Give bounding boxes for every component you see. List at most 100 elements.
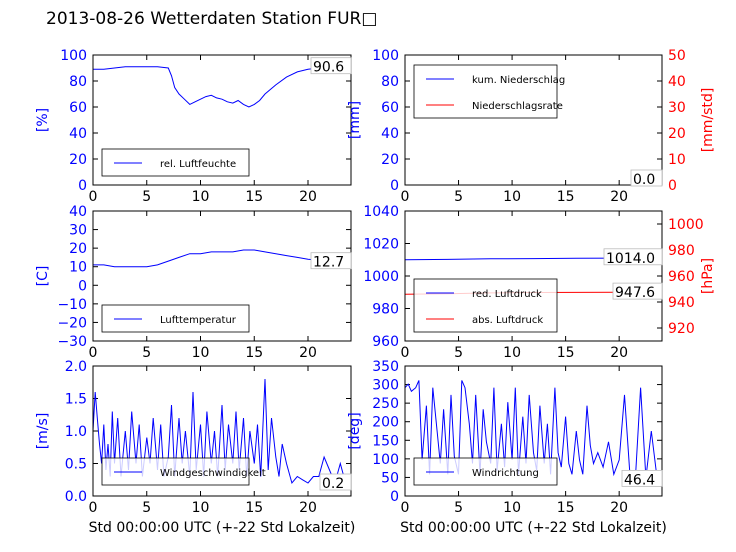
- legend-box: [413, 64, 558, 119]
- last-value-label: 0.2: [322, 476, 344, 492]
- legend-label: red. Luftdruck: [472, 289, 542, 300]
- y-tick-label: 80: [69, 74, 87, 90]
- plot-frame: [92, 54, 352, 186]
- x-tick-label: 5: [454, 189, 463, 205]
- y-tick-label: 40: [69, 126, 87, 142]
- legend-label: Niederschlagsrate: [472, 101, 563, 112]
- panel-wind-speed: 0 5 10 15 20 0.0 0.5 1.0 1.5 2.0 [m/s] Std 00:00:00…: [35, 359, 355, 536]
- value-label-box: [319, 473, 352, 491]
- last-value-label: 947.6: [615, 285, 655, 301]
- x-tick-label: 5: [454, 500, 463, 516]
- y-tick-label: 100: [372, 48, 399, 64]
- plot-frame: [404, 210, 663, 342]
- y-tick-label: 300: [372, 378, 399, 394]
- last-value-label: 46.4: [624, 472, 655, 488]
- legend-label: Lufttemperatur: [160, 315, 237, 326]
- y-tick-label: 0: [390, 489, 399, 505]
- x-tick-label: 20: [299, 345, 317, 361]
- x-tick-label: 5: [142, 345, 151, 361]
- panel-precip: 0 5 10 15 20 0 20 40 60 80 100 0 10 20 30 40 50 [mm] [mm/s…: [347, 48, 716, 205]
- y-axis-label: [C]: [35, 266, 51, 287]
- x-tick-label: 10: [192, 189, 210, 205]
- y-tick-label: 40: [381, 126, 399, 142]
- y-tick-label: 40: [69, 204, 87, 220]
- last-value-label: 12.7: [313, 255, 344, 271]
- value-label-box: [603, 248, 663, 266]
- y-tick-label: 0.0: [65, 489, 87, 505]
- y-tick-label-right: 30: [668, 100, 686, 116]
- y-axis-label: [%]: [35, 108, 51, 132]
- y-tick-label: 960: [372, 334, 399, 350]
- y-tick-label: 100: [372, 452, 399, 468]
- x-tick-label: 0: [89, 345, 98, 361]
- x-tick-label: 0: [89, 189, 98, 205]
- y-tick-label-right: 1000: [668, 217, 704, 233]
- x-axis-label: Std 00:00:00 UTC (+-22 Std Lokalzeit): [400, 520, 667, 536]
- last-value-label: 0.0: [633, 172, 655, 188]
- y-tick-label: 2.0: [65, 359, 87, 375]
- x-tick-label: 15: [245, 500, 263, 516]
- y-tick-label: 0.5: [65, 457, 87, 473]
- x-tick-label: 20: [299, 500, 317, 516]
- y-tick-label: 1040: [363, 204, 399, 220]
- y-tick-label: 0: [78, 178, 87, 194]
- y-tick-label-right: 920: [668, 321, 695, 337]
- y-tick-label-right: 960: [668, 269, 695, 285]
- x-tick-label: 0: [401, 500, 410, 516]
- value-label-box: [310, 252, 352, 270]
- y-tick-label: 50: [381, 470, 399, 486]
- y-tick-label: 200: [372, 415, 399, 431]
- y-tick-label: 10: [69, 260, 87, 276]
- value-label-box: [612, 282, 663, 300]
- x-tick-label: 10: [503, 345, 521, 361]
- plot-frame: [404, 365, 663, 497]
- legend-label: Windrichtung: [472, 468, 539, 479]
- y-tick-label: −10: [57, 297, 87, 313]
- last-value-label: 1014.0: [606, 251, 655, 267]
- x-tick-label: 5: [142, 189, 151, 205]
- legend-box: [413, 278, 558, 333]
- x-tick-label: 15: [557, 345, 575, 361]
- y-tick-label: 30: [69, 223, 87, 239]
- plot-frame: [92, 365, 352, 497]
- y-axis-label-right: [hPa]: [700, 258, 716, 294]
- y-tick-label: −30: [57, 334, 87, 350]
- x-tick-label: 0: [89, 500, 98, 516]
- panel-temperature: 0 5 10 15 20 −30 −20 −10 0 10 20 30 40 [C] Lufttempera…: [35, 204, 352, 361]
- y-tick-label: 1020: [363, 237, 399, 253]
- y-tick-label: 20: [381, 152, 399, 168]
- last-value-label: 90.6: [313, 60, 344, 76]
- x-tick-label: 10: [192, 345, 210, 361]
- y-axis-label: [mm]: [347, 101, 363, 139]
- series-line-windrichtung: [405, 380, 662, 484]
- y-tick-label-right: 50: [668, 48, 686, 64]
- x-tick-label: 15: [245, 189, 263, 205]
- plot-frame: [92, 210, 352, 342]
- y-tick-label: 150: [372, 433, 399, 449]
- x-tick-label: 20: [299, 189, 317, 205]
- x-tick-label: 15: [557, 500, 575, 516]
- series-line-lufttemperatur: [93, 249, 351, 268]
- figure-title: 2013-08-26 Wetterdaten Station FUR□: [46, 9, 378, 29]
- y-tick-label: 1000: [363, 269, 399, 285]
- legend-label: Windgeschwindigkeit: [160, 468, 266, 479]
- y-tick-label: 100: [60, 48, 87, 64]
- y-tick-label: 20: [69, 241, 87, 257]
- value-label-box: [310, 57, 352, 75]
- y-tick-label: 0: [78, 278, 87, 294]
- x-tick-label: 0: [401, 345, 410, 361]
- y-axis-label-right: [mm/std]: [700, 88, 716, 153]
- plot-frame: [404, 54, 663, 186]
- x-axis-label: Std 00:00:00 UTC (+-22 Std Lokalzeit): [89, 520, 356, 536]
- y-tick-label-right: 20: [668, 126, 686, 142]
- value-label-box: [621, 469, 663, 487]
- x-tick-label: 15: [557, 189, 575, 205]
- y-tick-label-right: 0: [668, 178, 677, 194]
- x-tick-label: 20: [610, 345, 628, 361]
- legend-label: abs. Luftdruck: [472, 315, 543, 326]
- y-tick-label: 1.0: [65, 424, 87, 440]
- y-tick-label: 1.5: [65, 392, 87, 408]
- x-tick-label: 0: [401, 189, 410, 205]
- value-label-box: [630, 169, 663, 187]
